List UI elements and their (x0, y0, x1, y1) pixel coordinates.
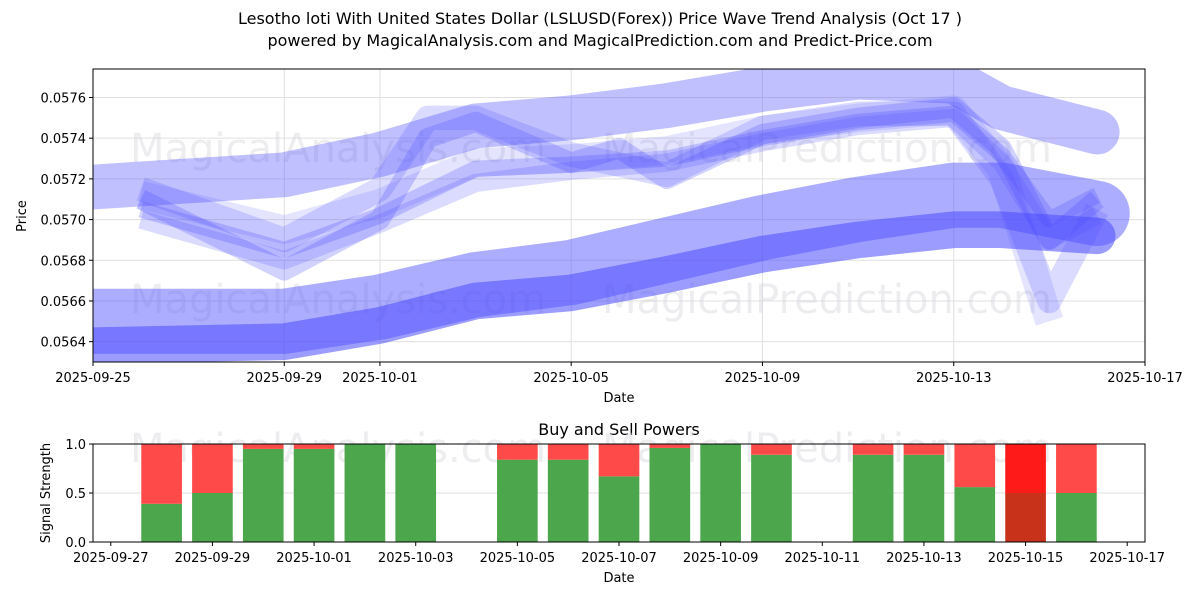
buy-bar (1005, 493, 1046, 542)
buy-bar (395, 444, 437, 542)
buy-bar (852, 454, 894, 542)
buy-bar (751, 454, 792, 542)
sell-bar (649, 444, 691, 448)
sell-bar (141, 444, 182, 504)
price-y-tick-label: 0.0574 (41, 132, 87, 147)
sell-bar (852, 444, 894, 455)
buy-bar (344, 444, 386, 542)
price-y-axis-label: Price (15, 200, 30, 232)
price-y-tick-label: 0.0568 (41, 254, 87, 269)
sell-bar (293, 444, 335, 449)
signal-x-tick-label: 2025-09-27 (73, 551, 149, 566)
price-x-axis-label: Date (603, 391, 634, 406)
price-y-tick-label: 0.0564 (41, 336, 87, 351)
buy-sell-chart: Buy and Sell Powers MagicalAnalysis.com … (39, 420, 1165, 586)
sell-bar (903, 444, 945, 455)
signal-y-tick-label: 1.0 (65, 438, 86, 453)
buy-bar (954, 487, 996, 542)
watermark-magicalprediction-top: MagicalPrediction.com (602, 126, 1052, 172)
sell-bar (497, 444, 538, 460)
signal-bars (141, 444, 1097, 542)
buy-sell-title: Buy and Sell Powers (538, 420, 700, 439)
wave-band-wave-lower-wide (93, 162, 1130, 354)
watermark-magicalanalysis-top: MagicalAnalysis.com (130, 126, 546, 172)
price-y-tick-label: 0.0576 (41, 91, 87, 106)
price-x-ticks: 2025-09-25 2025-09-29 2025-10-01 2025-10-05… (55, 362, 1183, 386)
buy-bar (497, 459, 538, 542)
price-x-tick-label: 2025-10-13 (916, 371, 992, 386)
price-wave-chart: MagicalAnalysis.com MagicalPrediction.co… (15, 68, 1183, 406)
price-x-tick-label: 2025-10-01 (342, 371, 418, 386)
signal-x-tick-label: 2025-10-01 (276, 551, 352, 566)
wave-band-wave-upper-4 (138, 108, 1102, 270)
sell-bar (598, 444, 640, 477)
wave-band-wave-upper-wide (93, 69, 1120, 210)
price-x-tick-label: 2025-09-29 (246, 371, 322, 386)
signal-x-tick-label: 2025-10-15 (988, 551, 1064, 566)
signal-x-tick-label: 2025-10-11 (785, 551, 861, 566)
signal-x-tick-label: 2025-10-09 (683, 551, 759, 566)
sell-bar (547, 444, 589, 460)
wave-band-wave-upper-2 (136, 97, 1104, 281)
buy-bar (242, 448, 284, 542)
buy-bar (598, 476, 640, 542)
buy-bar (1056, 493, 1097, 542)
wave-band-wave-upper-3 (136, 101, 1109, 314)
sell-bar (192, 444, 233, 493)
buy-bar (192, 493, 233, 542)
price-x-tick-label: 2025-10-09 (725, 371, 801, 386)
signal-x-ticks: 2025-09-27 2025-09-29 2025-10-01 2025-10-03… (73, 542, 1165, 566)
signal-x-tick-label: 2025-09-29 (175, 551, 251, 566)
signal-y-tick-label: 0.5 (65, 487, 86, 502)
buy-bar (547, 459, 589, 542)
sell-bar (242, 444, 284, 449)
signal-x-tick-label: 2025-10-03 (378, 551, 454, 566)
sell-bar (1005, 444, 1046, 493)
sell-bar (1056, 444, 1097, 493)
signal-y-axis-label: Signal Strength (39, 443, 54, 543)
price-y-tick-label: 0.0566 (41, 295, 87, 310)
buy-bar (141, 503, 182, 542)
buy-bar (649, 447, 691, 542)
buy-bar (903, 454, 945, 542)
price-y-tick-label: 0.0572 (41, 173, 87, 188)
signal-y-tick-label: 0.0 (65, 536, 86, 551)
price-x-tick-label: 2025-10-05 (533, 371, 609, 386)
signal-x-tick-label: 2025-10-05 (480, 551, 556, 566)
price-y-tick-label: 0.0570 (41, 214, 87, 229)
wave-band-wave-upper-1 (138, 105, 1101, 259)
signal-x-tick-label: 2025-10-17 (1089, 551, 1165, 566)
signal-x-axis-label: Date (603, 571, 634, 586)
signal-y-ticks: 0.0 0.5 1.0 (65, 438, 93, 551)
price-x-tick-label: 2025-09-25 (55, 371, 131, 386)
buy-bar (293, 448, 335, 542)
sell-bar (954, 444, 996, 488)
signal-x-tick-label: 2025-10-13 (886, 551, 962, 566)
sell-bar (751, 444, 792, 455)
wave-band-wave-lower-core (93, 211, 1116, 362)
chart-title: Lesotho loti With United States Dollar (… (237, 9, 963, 28)
wave-band-wave-upper-5 (137, 95, 1063, 326)
signal-x-tick-label: 2025-10-07 (581, 551, 657, 566)
price-x-tick-label: 2025-10-17 (1107, 371, 1183, 386)
wave-bands (93, 69, 1130, 362)
buy-bar (700, 444, 741, 542)
price-axes-frame (92, 68, 1146, 363)
chart-subtitle: powered by MagicalAnalysis.com and Magic… (267, 31, 933, 50)
price-y-ticks: 0.0564 0.0566 0.0568 0.0570 0.0572 0.0574 0.05… (41, 91, 93, 351)
